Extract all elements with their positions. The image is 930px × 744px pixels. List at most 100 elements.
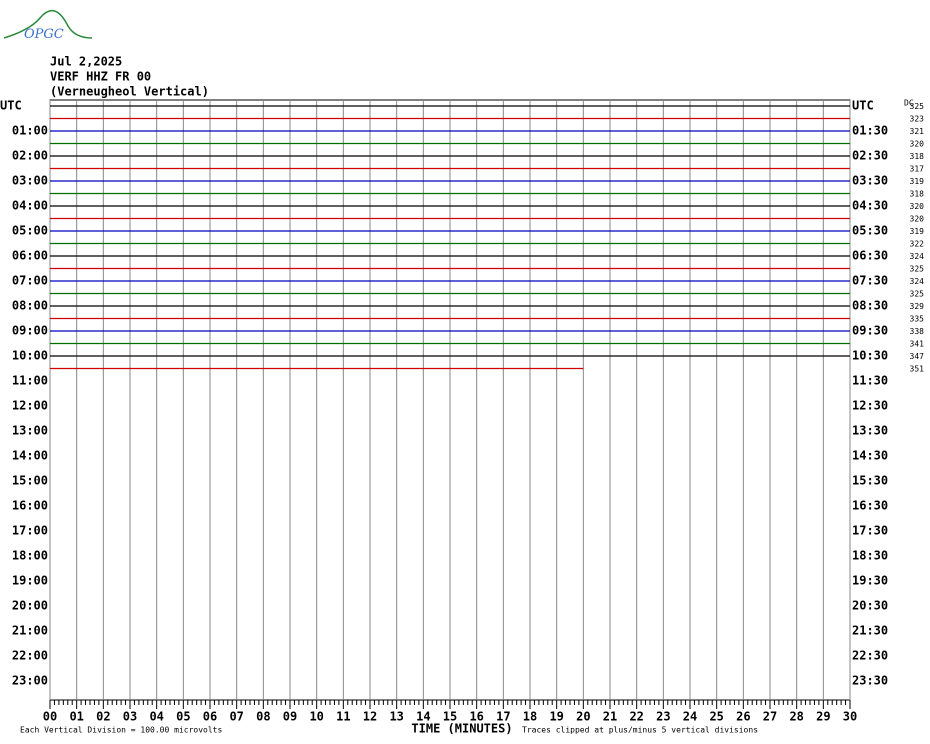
x-tick-label: 30: [843, 710, 857, 724]
x-tick-label: 06: [203, 710, 217, 724]
trace-level: 322: [910, 240, 925, 249]
right-time-label: 15:30: [852, 474, 888, 488]
x-tick-label: 20: [576, 710, 590, 724]
x-tick-label: 14: [416, 710, 430, 724]
x-tick-label: 29: [816, 710, 830, 724]
logo-curve: [3, 9, 93, 39]
footer-left: Each Vertical Division = 100.00 microvol…: [20, 726, 222, 735]
right-time-label: 21:30: [852, 624, 888, 638]
footer-center: TIME (MINUTES): [411, 722, 512, 736]
right-time-label: 01:30: [852, 124, 888, 138]
left-time-label: 23:00: [12, 674, 48, 688]
x-tick-label: 12: [363, 710, 377, 724]
trace-level: 320: [910, 215, 925, 224]
x-tick-label: 01: [69, 710, 83, 724]
left-time-label: 10:00: [12, 349, 48, 363]
trace-level: 347: [910, 352, 925, 361]
trace-level: 323: [910, 115, 925, 124]
left-time-label: 05:00: [12, 224, 48, 238]
right-time-label: 12:30: [852, 399, 888, 413]
trace-level: 325: [910, 290, 925, 299]
right-time-label: 19:30: [852, 574, 888, 588]
left-time-label: 13:00: [12, 424, 48, 438]
x-tick-label: 15: [443, 710, 457, 724]
right-time-label: 03:30: [852, 174, 888, 188]
footer-right: Traces clipped at plus/minus 5 vertical …: [522, 726, 758, 735]
left-time-label: 04:00: [12, 199, 48, 213]
trace-level: 325: [910, 265, 925, 274]
left-time-label: 08:00: [12, 299, 48, 313]
station: VERF HHZ FR 00: [50, 70, 151, 84]
x-tick-label: 28: [789, 710, 803, 724]
x-tick-label: 00: [43, 710, 57, 724]
right-time-label: 22:30: [852, 649, 888, 663]
x-tick-label: 10: [309, 710, 323, 724]
date: Jul 2,2025: [50, 55, 122, 69]
trace-level: 318: [910, 152, 925, 161]
trace-level: 317: [910, 165, 925, 174]
x-tick-label: 07: [229, 710, 243, 724]
left-time-label: 11:00: [12, 374, 48, 388]
x-tick-label: 04: [149, 710, 163, 724]
right-time-label: 06:30: [852, 249, 888, 263]
left-time-label: 14:00: [12, 449, 48, 463]
left-time-label: 16:00: [12, 499, 48, 513]
trace-level: 319: [910, 227, 925, 236]
x-tick-label: 11: [336, 710, 350, 724]
trace-level: 319: [910, 177, 925, 186]
right-time-label: 10:30: [852, 349, 888, 363]
x-tick-label: 26: [736, 710, 750, 724]
left-time-label: 21:00: [12, 624, 48, 638]
x-tick-label: 18: [523, 710, 537, 724]
x-tick-label: 05: [176, 710, 190, 724]
left-time-label: 17:00: [12, 524, 48, 538]
x-tick-label: 25: [709, 710, 723, 724]
trace-level: 335: [910, 315, 925, 324]
left-time-label: 02:00: [12, 149, 48, 163]
trace-level: 329: [910, 302, 925, 311]
right-time-label: 20:30: [852, 599, 888, 613]
logo-text: OPGC: [24, 27, 64, 42]
x-tick-label: 16: [469, 710, 483, 724]
right-time-label: 13:30: [852, 424, 888, 438]
right-time-label: 05:30: [852, 224, 888, 238]
trace-level: 318: [910, 190, 925, 199]
right-time-label: 23:30: [852, 674, 888, 688]
site: (Verneugheol Vertical): [50, 85, 209, 99]
x-tick-label: 23: [656, 710, 670, 724]
x-tick-label: 27: [763, 710, 777, 724]
left-time-label: 12:00: [12, 399, 48, 413]
right-time-label: 02:30: [852, 149, 888, 163]
left-time-label: 09:00: [12, 324, 48, 338]
left-time-label: 06:00: [12, 249, 48, 263]
right-time-label: 04:30: [852, 199, 888, 213]
x-tick-label: 13: [389, 710, 403, 724]
left-time-label: 03:00: [12, 174, 48, 188]
x-tick-label: 17: [496, 710, 510, 724]
x-tick-label: 08: [256, 710, 270, 724]
trace-level: 338: [910, 327, 925, 336]
x-tick-label: 09: [283, 710, 297, 724]
right-time-label: 08:30: [852, 299, 888, 313]
x-tick-label: 22: [629, 710, 643, 724]
dc-label: DC: [904, 99, 914, 108]
right-time-label: 18:30: [852, 549, 888, 563]
right-time-label: 14:30: [852, 449, 888, 463]
x-tick-label: 21: [603, 710, 617, 724]
right-time-label: 17:30: [852, 524, 888, 538]
right-time-label: 07:30: [852, 274, 888, 288]
right-time-label: UTC: [852, 99, 874, 113]
trace-level: 324: [910, 277, 925, 286]
x-tick-label: 02: [96, 710, 110, 724]
left-time-label: 01:00: [12, 124, 48, 138]
right-time-label: 16:30: [852, 499, 888, 513]
x-tick-label: 24: [683, 710, 697, 724]
trace-level: 320: [910, 202, 925, 211]
left-time-label: 19:00: [12, 574, 48, 588]
trace-level: 320: [910, 140, 925, 149]
trace-level: 341: [910, 340, 925, 349]
trace-level: 324: [910, 252, 925, 261]
left-time-label: 22:00: [12, 649, 48, 663]
trace-level: 351: [910, 365, 925, 374]
